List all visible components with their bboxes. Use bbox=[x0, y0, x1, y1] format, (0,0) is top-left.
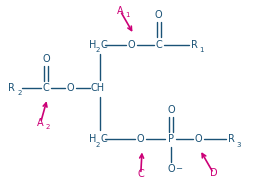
Text: 2: 2 bbox=[17, 91, 22, 96]
Text: 2: 2 bbox=[45, 124, 50, 130]
Text: R: R bbox=[191, 40, 198, 49]
Text: O: O bbox=[67, 83, 75, 93]
Text: C: C bbox=[155, 40, 162, 49]
Text: C: C bbox=[43, 83, 49, 93]
Text: O: O bbox=[195, 135, 202, 144]
Text: 1: 1 bbox=[199, 47, 204, 53]
Text: C: C bbox=[100, 135, 107, 144]
Text: R: R bbox=[228, 135, 235, 144]
Text: 1: 1 bbox=[125, 12, 129, 18]
Text: O: O bbox=[167, 105, 175, 115]
Text: O: O bbox=[155, 10, 162, 20]
Text: H: H bbox=[89, 40, 96, 49]
Text: CH: CH bbox=[91, 83, 105, 93]
Text: 2: 2 bbox=[95, 47, 100, 53]
Text: P: P bbox=[168, 135, 174, 144]
Text: O: O bbox=[137, 135, 145, 144]
Text: 2: 2 bbox=[95, 142, 100, 148]
Text: C: C bbox=[100, 40, 107, 49]
Text: H: H bbox=[89, 135, 96, 144]
Text: R: R bbox=[8, 83, 15, 93]
Text: D: D bbox=[210, 168, 217, 178]
Text: O: O bbox=[127, 40, 135, 49]
Text: O: O bbox=[167, 164, 175, 174]
Text: A: A bbox=[117, 6, 123, 16]
Text: C: C bbox=[137, 169, 144, 179]
Text: −: − bbox=[175, 164, 182, 173]
Text: A: A bbox=[37, 118, 44, 128]
Text: O: O bbox=[42, 54, 50, 64]
Text: 3: 3 bbox=[236, 142, 241, 148]
